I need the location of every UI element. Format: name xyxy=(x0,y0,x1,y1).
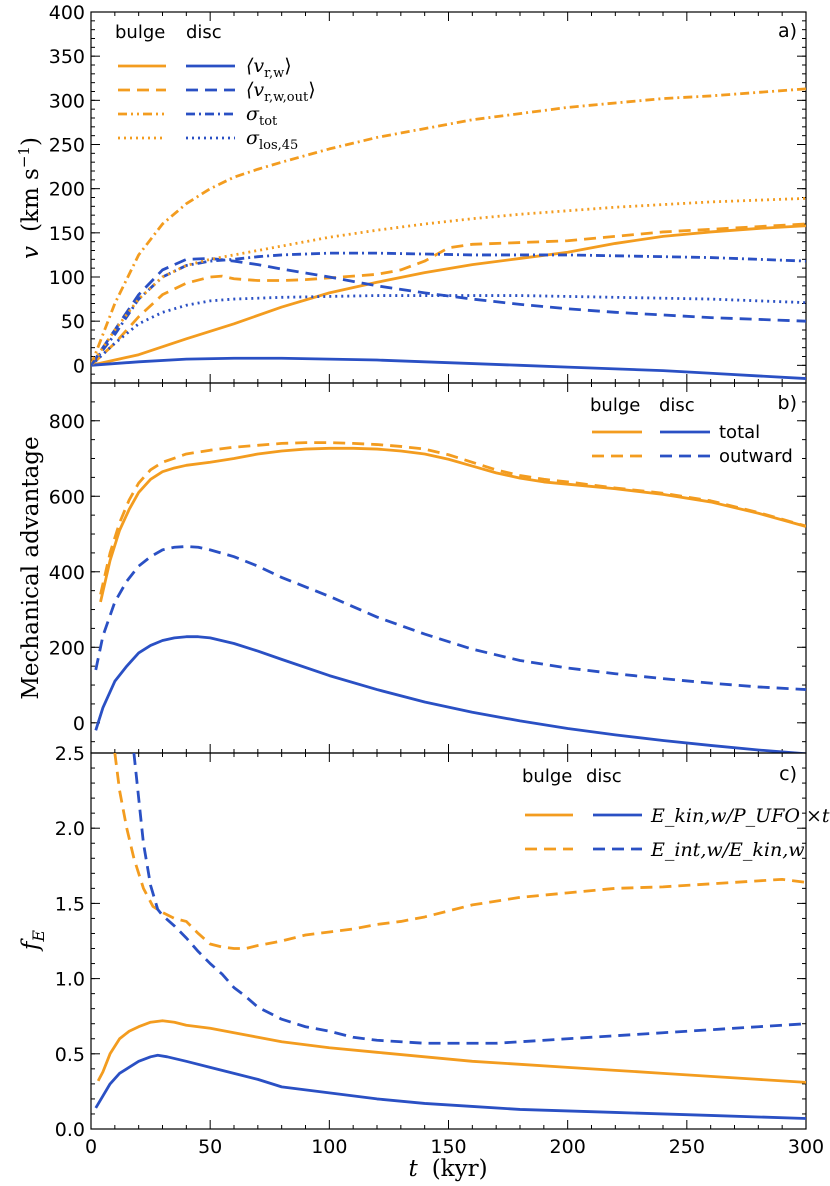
y-tick-label: 1.5 xyxy=(55,893,85,915)
panel-b-series xyxy=(94,441,806,753)
panel-a-legend-label-3: σlos,45 xyxy=(246,127,298,153)
panel-a-legend-header-disc: disc xyxy=(186,22,222,43)
panel-c-xlabel: t (kyr) xyxy=(408,1156,487,1182)
series-disc-solid xyxy=(94,1053,806,1120)
legend-label-0-post: ⟩ xyxy=(284,55,291,77)
panel-b-label: b) xyxy=(778,392,797,414)
series-bulge-solid xyxy=(96,1019,806,1084)
panel-c-axis-ticks: 0.0 0.5 1.0 1.5 2.0 2.5 0 50 100 150 200 250 300 xyxy=(55,743,824,1158)
panel-c-legend-header-disc: disc xyxy=(586,766,622,787)
legend-label-3-sub: los,45 xyxy=(259,138,298,153)
panel-a-legend: bulge disc ⟨vr,w⟩ ⟨vr,w,out⟩ σtot σlos,4… xyxy=(115,22,316,153)
x-tick-label: 300 xyxy=(788,1136,824,1158)
y-tick-label: 250 xyxy=(49,135,85,157)
y-tick-label: 600 xyxy=(49,486,85,508)
panel-a-legend-header-bulge: bulge xyxy=(115,22,165,43)
y-tick-label: 100 xyxy=(49,267,85,289)
panel-c-legend-label-1: E_int,w/E_kin,w xyxy=(650,839,805,861)
y-tick-label: 0 xyxy=(73,713,85,735)
panel-c-xlabel-var: t xyxy=(408,1156,418,1182)
panel-a-ylabel-exp: −1 xyxy=(15,146,33,168)
series-disc-solid xyxy=(94,635,806,753)
series-bulge-dashed xyxy=(99,441,806,595)
panel-a-ylabel: v (km s−1) xyxy=(15,137,44,259)
y-tick-label: 800 xyxy=(49,411,85,433)
panel-a-legend-label-0: ⟨vr,w⟩ xyxy=(246,55,292,81)
panel-a: 0 50 100 150 200 250 300 350 400 a) v (km s−1) bu… xyxy=(15,2,807,384)
panel-c-ylabel-var: f xyxy=(18,938,44,952)
legend-label-2-base: σ xyxy=(246,103,260,125)
panel-a-ylabel-close: ) xyxy=(18,137,44,146)
panel-b-frame xyxy=(90,382,807,754)
panel-a-legend-label-1: ⟨vr,w,out⟩ xyxy=(246,79,316,105)
series-disc-dashed xyxy=(94,545,806,691)
panel-b-legend-header-disc: disc xyxy=(659,395,695,416)
panel-c-legend-header-bulge: bulge xyxy=(522,766,572,787)
series-disc-solid xyxy=(91,356,806,380)
panel-a-axis-ticks: 0 50 100 150 200 250 300 350 400 xyxy=(49,2,807,384)
panel-b-legend-header-bulge: bulge xyxy=(590,395,640,416)
panel-c-legend-label-0: E_kin,w/P_UFO ×t xyxy=(650,805,830,827)
panel-a-series xyxy=(91,87,806,380)
panel-c-ylabel-sub: E xyxy=(29,930,48,943)
panel-a-label: a) xyxy=(778,20,797,42)
panel-a-ylabel-var: v xyxy=(18,246,44,259)
y-tick-label: 0.5 xyxy=(55,1044,85,1066)
panel-c-ylabel: fE xyxy=(18,930,48,953)
y-tick-label: 1.0 xyxy=(55,969,85,991)
y-tick-label: 0.0 xyxy=(55,1119,85,1141)
panel-c-label: c) xyxy=(779,763,797,785)
series-disc-dashed xyxy=(132,753,806,1045)
series-bulge-dashdot xyxy=(91,87,806,366)
series-bulge-solid xyxy=(91,224,806,367)
y-tick-label: 300 xyxy=(49,90,85,112)
legend-label-0-base: ⟨v xyxy=(246,55,264,77)
x-tick-label: 200 xyxy=(550,1136,586,1158)
panel-c-legend: bulge disc E_kin,w/P_UFO ×t E_int,w/E_ki… xyxy=(522,766,830,861)
y-tick-label: 150 xyxy=(49,223,85,245)
x-tick-label: 100 xyxy=(311,1136,347,1158)
series-bulge-dashed xyxy=(91,222,806,367)
x-tick-label: 150 xyxy=(430,1136,466,1158)
series-bulge-solid xyxy=(99,446,806,603)
y-tick-label: 400 xyxy=(49,2,85,24)
series-disc-dotted xyxy=(91,294,806,367)
panel-c-xlabel-unit: (kyr) xyxy=(432,1156,488,1182)
legend-label-0-sub: r,w xyxy=(264,66,284,81)
panel-b-axis-ticks: 0 200 400 600 800 xyxy=(49,382,807,753)
legend-label-1-base: ⟨v xyxy=(246,79,264,101)
y-tick-label: 2.5 xyxy=(55,743,85,765)
panel-b-legend-label-outward: outward xyxy=(719,446,793,467)
x-tick-label: 250 xyxy=(669,1136,705,1158)
x-tick-label: 50 xyxy=(198,1136,222,1158)
legend-label-3-base: σ xyxy=(246,127,260,149)
series-bulge-dashed xyxy=(113,753,806,950)
panel-a-ylabel-unit: (km s xyxy=(18,168,44,232)
legend-label-1-sub: r,w,out xyxy=(264,90,309,105)
panel-b-legend-label-total: total xyxy=(719,422,760,443)
y-tick-label: 200 xyxy=(49,179,85,201)
y-tick-label: 50 xyxy=(61,311,85,333)
y-tick-label: 400 xyxy=(49,562,85,584)
panel-b: 0 200 400 600 800 b) Mechanical advantage bu… xyxy=(18,382,807,754)
y-tick-label: 200 xyxy=(49,637,85,659)
series-disc-dashdot xyxy=(91,251,806,367)
legend-label-1-post: ⟩ xyxy=(308,79,315,101)
panel-c: 0.00.51.01.52.02.50 50 100 150 200 250 300 c) … xyxy=(18,743,830,1182)
panel-a-legend-label-2: σtot xyxy=(246,103,278,129)
panel-c-series xyxy=(94,753,806,1120)
y-tick-label: 2.0 xyxy=(55,818,85,840)
x-tick-label: 0 xyxy=(85,1136,97,1158)
panel-b-ylabel: Mechanical advantage xyxy=(18,436,44,699)
legend-label-2-sub: tot xyxy=(259,114,278,129)
panel-b-legend: bulge disc total outward xyxy=(590,395,793,467)
y-tick-label: 350 xyxy=(49,46,85,68)
y-tick-label: 0 xyxy=(73,355,85,377)
series-bulge-dotted xyxy=(91,196,806,367)
series-disc-dashed xyxy=(91,257,806,367)
